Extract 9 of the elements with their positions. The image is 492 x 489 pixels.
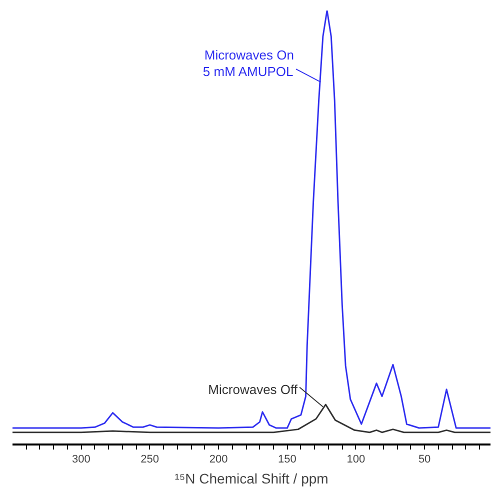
x-tick-label: 150 bbox=[278, 454, 296, 466]
x-tick-label: 200 bbox=[209, 454, 228, 466]
x-axis-title: ¹⁵N Chemical Shift / ppm bbox=[174, 470, 328, 486]
annotation: Microwaves On 5 mM AMUPOL bbox=[202, 48, 294, 79]
annotation: Microwaves Off bbox=[208, 382, 298, 397]
x-tick-label: 250 bbox=[140, 454, 160, 466]
x-tick-label: 50 bbox=[418, 454, 431, 466]
x-tick-label: 100 bbox=[346, 454, 366, 466]
x-tick-label: 300 bbox=[72, 454, 90, 466]
